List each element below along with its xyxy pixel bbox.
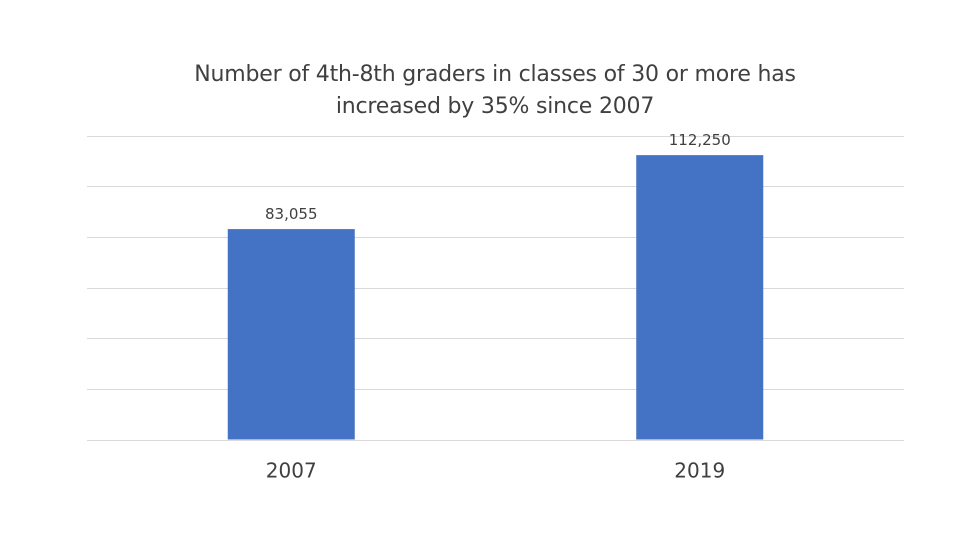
chart-title-line-1: Number of 4th-8th graders in classes of … <box>194 62 796 87</box>
chart-title-line-2: increased by 35% since 2007 <box>335 94 655 119</box>
x-tick-label-2019: 2019 <box>674 459 725 483</box>
bar-2019 <box>636 155 764 440</box>
x-tick-label-2007: 2007 <box>266 459 317 483</box>
bar-2007 <box>227 229 355 440</box>
data-label-2019: 112,250 <box>669 131 731 149</box>
chart-title: Number of 4th-8th graders in classes of … <box>120 59 870 123</box>
data-label-2007: 83,055 <box>265 205 318 223</box>
